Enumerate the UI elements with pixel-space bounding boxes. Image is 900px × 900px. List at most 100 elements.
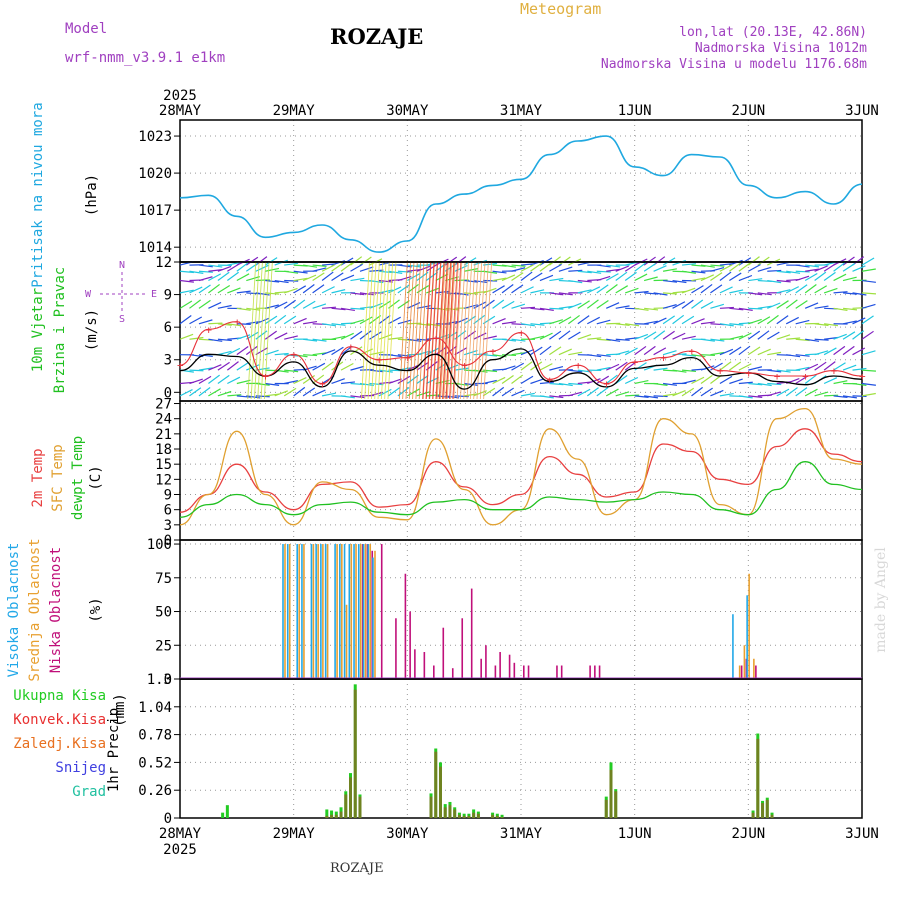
wind-barb [786,270,801,274]
wind-barb [615,271,628,282]
wind-barb [226,361,239,371]
wind-barb [710,284,723,294]
cloud-high-axis-label: Visoka Oblacnost [6,543,22,678]
cloud-low-bar [598,665,601,679]
cloud-low-bar [755,665,757,679]
wind-barb [691,318,705,325]
wind-barb [747,256,760,266]
wind-barb [501,274,516,282]
wind-barb [549,292,564,296]
wind-barb [795,319,810,325]
precip-conv-bar [770,814,774,818]
cloud-high-bar [746,595,748,679]
wind-barb [303,354,318,357]
wind-barb [265,304,279,309]
compass-letter: S [119,314,125,325]
wind-barb [479,261,489,400]
wind-barb [624,287,639,294]
wind-barb [662,304,677,309]
wind-barb [303,320,318,325]
wind-barb [236,273,250,282]
wind-barb [331,335,346,340]
wind-barb [634,307,649,311]
wind-barb [511,374,524,384]
wind-barb [766,314,779,325]
wind-barb [738,345,751,356]
wind-barb [312,267,327,272]
wind-barb [804,388,818,397]
wind-barb [407,322,422,325]
wind-barb [179,389,193,397]
wind-barb [805,338,820,342]
wind-barb [842,276,857,282]
wind-barb [549,330,562,340]
wind-barb [236,323,251,325]
wind-barb [530,262,543,272]
wind-barb [804,272,818,282]
wind-barb [558,330,571,340]
wind-barb [511,338,526,342]
wind-barb [189,270,204,274]
wind-barb [824,394,839,397]
wind-barb [776,388,790,397]
wind-barb [776,270,791,274]
wind-barb [842,307,858,311]
wind-barb [814,271,827,282]
wind-barb [615,361,628,371]
wind-unit-label: (m/s) [84,309,100,351]
wind-barb [738,262,751,272]
wind-barb [397,299,410,309]
wind-barb [293,299,306,309]
wind-barb [558,292,573,296]
cloud-high-bar [372,557,374,679]
wind-barb [596,387,609,397]
wind-barb [492,277,507,282]
wind-barb [710,389,724,397]
wind-barb [587,316,600,325]
wind-barb [710,266,725,272]
wind-barb [852,265,866,272]
wind-barb [312,264,327,267]
wind-barb [824,323,839,327]
wind-barb [766,331,780,340]
chart-title: ROZAJE [330,24,424,49]
precip-conv-bar [330,814,334,818]
y-tick-label: 25 [155,638,172,654]
wind-barb [729,289,744,294]
wind-barb [539,262,552,272]
wind-barb [340,262,353,272]
wind-barb [615,375,628,384]
wind-barb [861,315,874,325]
wind-barb [408,261,418,400]
wind-barb [406,374,419,384]
wind-barb [710,351,725,356]
wind-barb [549,263,562,272]
wind-barb [814,338,829,341]
gust-marker: + [348,341,355,354]
wind-barb [615,285,629,294]
precip-conv-bar [765,799,769,818]
wind-barb [321,286,335,294]
wind-barb [596,354,611,357]
cloud-low-bar [404,573,407,679]
cloud-low-bar [409,611,411,679]
wind-barb [672,259,686,266]
wind-barb [842,331,856,340]
wind-barb [653,382,668,386]
wind-barb [312,284,325,294]
wind-barb [501,338,517,342]
wind-barb [710,264,725,267]
y-tick-label: 1020 [138,166,172,182]
wind-barb [833,291,848,294]
x-tick-label-top: 3JUN [845,103,879,119]
wind-barb [350,395,365,399]
wind-barb [861,292,877,295]
precip-axis-label: 1hr Precip [106,708,122,792]
cloud-high-bar [334,544,336,679]
cloud-high-bar [343,544,346,679]
wind-barb [757,330,770,340]
wind-barb [719,392,734,397]
wind-barb [833,262,846,272]
cloud-low-bar [594,665,596,679]
y-tick-label: 0 [164,672,172,688]
